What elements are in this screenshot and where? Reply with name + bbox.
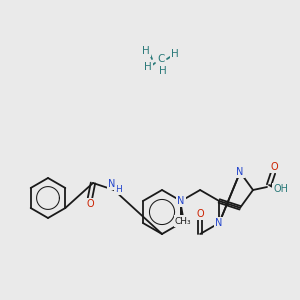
Text: N: N [177, 196, 185, 206]
Text: H: H [115, 184, 122, 194]
Text: H: H [171, 49, 179, 59]
Text: N: N [236, 167, 244, 177]
Text: O: O [196, 209, 204, 219]
Text: C: C [157, 54, 165, 64]
Text: N: N [215, 218, 223, 228]
Text: O: O [86, 199, 94, 209]
Text: H: H [159, 66, 167, 76]
Text: N: N [108, 179, 116, 189]
Text: CH₃: CH₃ [175, 217, 191, 226]
Text: H: H [144, 62, 152, 72]
Text: O: O [270, 162, 278, 172]
Text: OH: OH [274, 184, 289, 194]
Text: H: H [142, 46, 150, 56]
